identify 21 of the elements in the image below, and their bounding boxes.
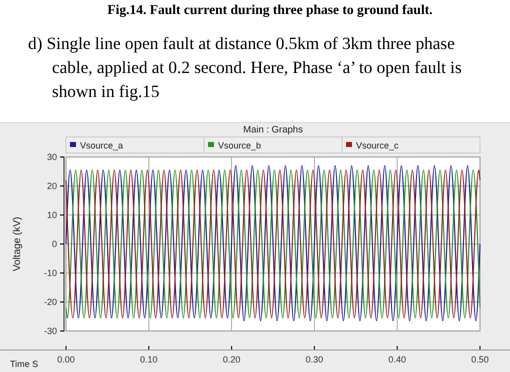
x-tick-label: 0.50 [471,354,489,364]
y-axis-title: Voltage (kV) [12,216,23,272]
legend-label: Vsource_a [80,140,124,150]
y-tick-label: -20 [44,296,57,307]
y-tick-label: 10 [46,210,57,220]
x-tick-label: 0.40 [388,354,406,364]
x-tick-label: 0.30 [306,354,324,364]
y-tick-label: -30 [44,326,57,336]
y-tick-label: -10 [44,268,57,278]
y-tick-label: 30 [46,152,57,162]
y-tick-label: 0 [52,238,57,249]
legend-label: Vsource_c [356,140,400,150]
legend-label: Vsource_b [218,140,262,150]
x-tick-label: 0.20 [222,354,240,364]
x-tick-label: 0.10 [140,354,158,364]
text: d) Single line open fault at distance 0.5km of 3km three phase cable, applied at 0.2 second. Here, Phase ‘a’ to open fault is shown in fig.15 [28,33,463,103]
x-tick-label: 0.00 [57,354,75,364]
x-axis-title: Time S [10,359,38,369]
y-tick-label: 20 [46,180,57,191]
chart-title: Main : Graphs [243,124,304,136]
caption: Fig.14. Fault current during three phase to ground fault. [106,2,434,18]
